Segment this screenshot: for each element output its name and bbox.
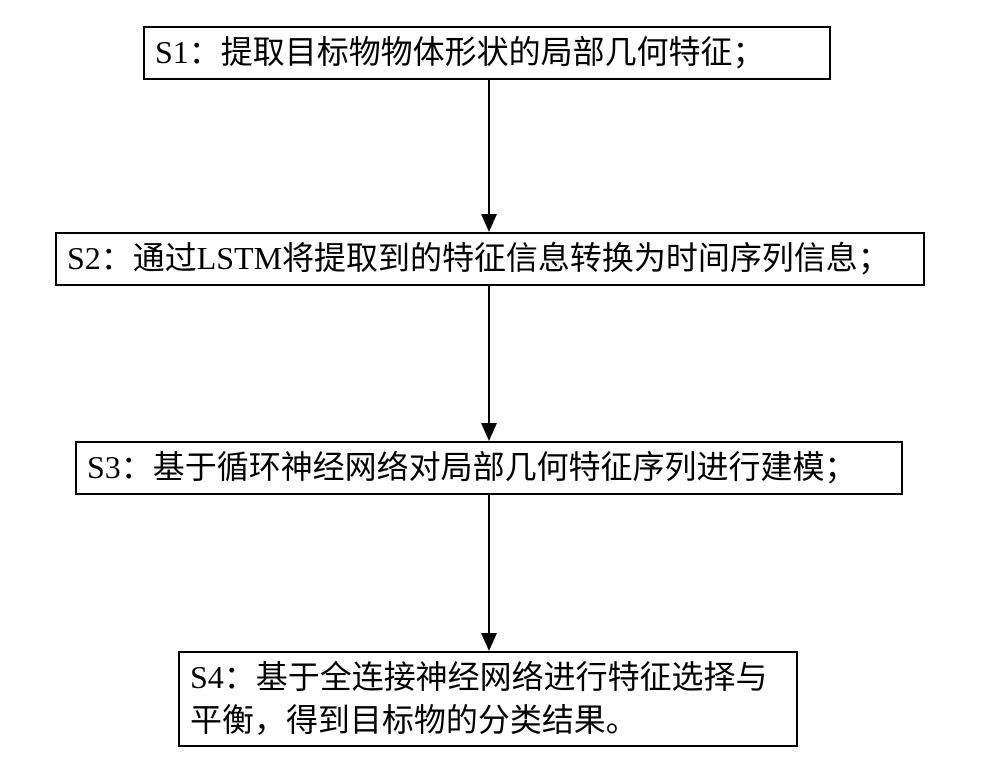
arrowhead-icon [481,214,497,232]
flow-node-s4: S4：基于全连接神经网络进行特征选择与平衡，得到目标物的分类结果。 [178,651,798,747]
arrowhead-icon [481,423,497,441]
arrowhead-icon [481,633,497,651]
flow-node-label: S4：基于全连接神经网络进行特征选择与平衡，得到目标物的分类结果。 [190,656,786,742]
flow-node-label: S1：提取目标物物体形状的局部几何特征； [155,31,765,74]
flow-node-s3: S3：基于循环神经网络对局部几何特征序列进行建模； [75,441,903,495]
flow-node-label: S3：基于循环神经网络对局部几何特征序列进行建模； [87,446,856,489]
flow-node-s2: S2：通过LSTM将提取到的特征信息转换为时间序列信息； [55,232,925,286]
flow-node-s1: S1：提取目标物物体形状的局部几何特征； [143,26,831,80]
flow-node-label: S2：通过LSTM将提取到的特征信息转换为时间序列信息； [67,237,890,280]
flowchart-canvas: S1：提取目标物物体形状的局部几何特征； S2：通过LSTM将提取到的特征信息转换… [0,0,1000,779]
